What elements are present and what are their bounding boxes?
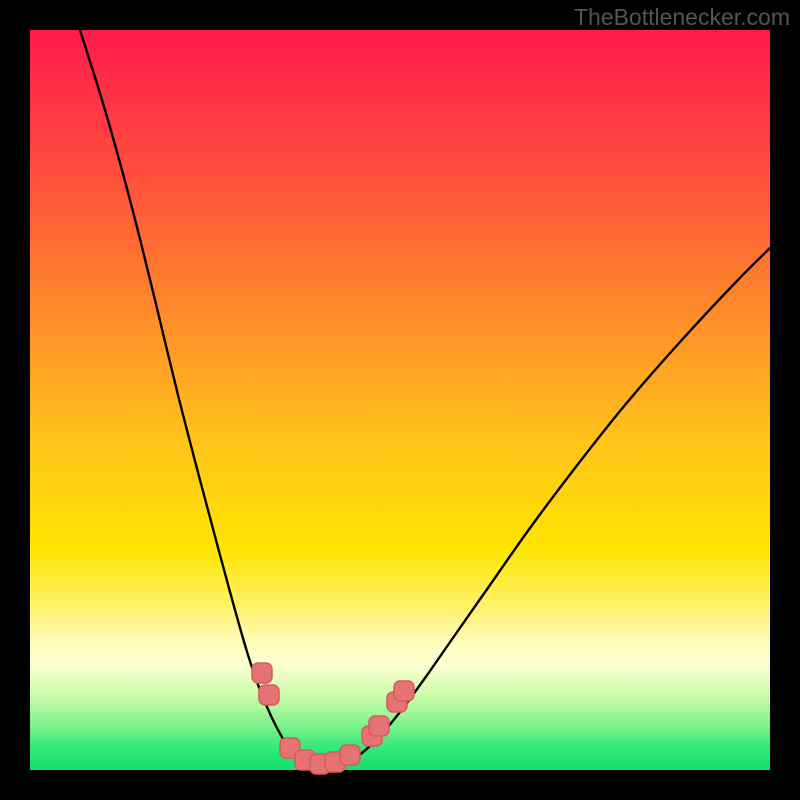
- bottleneck-chart: [0, 0, 800, 800]
- chart-container: TheBottlenecker.com: [0, 0, 800, 800]
- data-marker: [259, 685, 279, 705]
- data-marker: [340, 745, 360, 765]
- plot-background: [30, 30, 770, 770]
- data-marker: [252, 663, 272, 683]
- data-marker: [394, 681, 414, 701]
- data-marker: [369, 716, 389, 736]
- watermark-label: TheBottlenecker.com: [574, 4, 790, 31]
